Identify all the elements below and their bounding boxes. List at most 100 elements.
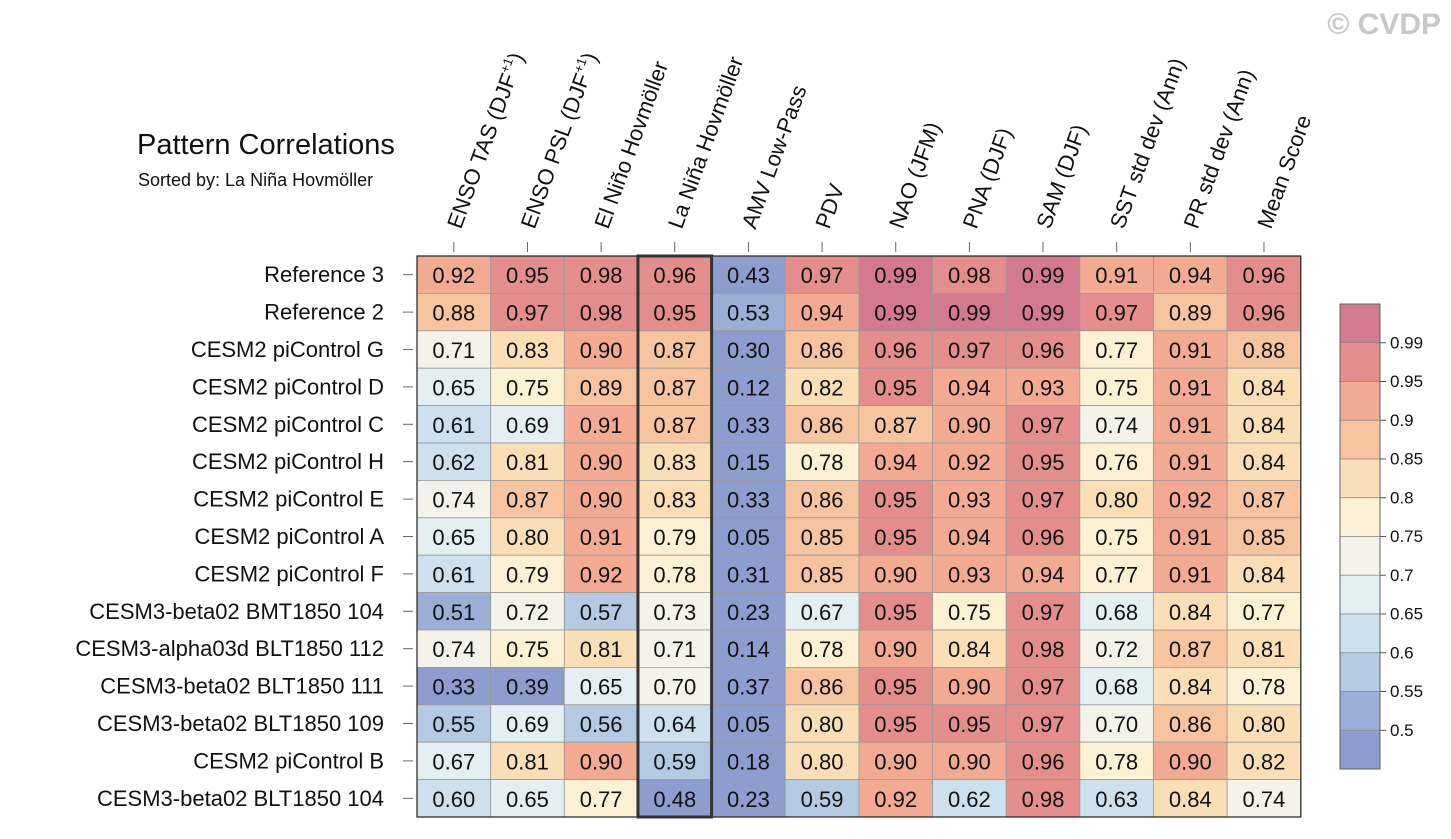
cell-value: 0.72 xyxy=(1095,637,1138,662)
cell-value: 0.92 xyxy=(432,263,475,288)
colorbar-swatch xyxy=(1339,729,1381,770)
heatmap-cell xyxy=(1079,667,1154,706)
heatmap-cell xyxy=(932,779,1007,818)
cell-value: 0.80 xyxy=(801,749,844,774)
cell-value: 0.88 xyxy=(432,301,475,326)
cell-value: 0.95 xyxy=(1022,450,1065,475)
cell-value: 0.43 xyxy=(727,263,770,288)
cell-value: 0.75 xyxy=(948,600,991,625)
cell-value: 0.12 xyxy=(727,375,770,400)
cell-value: 0.83 xyxy=(653,488,696,513)
heatmap-cell xyxy=(1153,367,1228,407)
heatmap-cell xyxy=(711,741,786,781)
cell-value: 0.96 xyxy=(1022,525,1065,550)
column-label: AMV Low-Pass xyxy=(737,82,812,232)
heatmap-cell xyxy=(1153,667,1228,706)
heatmap-cell xyxy=(858,405,933,444)
cell-value: 0.93 xyxy=(948,488,991,513)
cell-value: 0.85 xyxy=(801,562,844,587)
row-label: CESM2 piControl A xyxy=(194,524,384,549)
heatmap-cell xyxy=(637,741,713,781)
cell-value: 0.87 xyxy=(874,413,917,438)
column-label: PDV xyxy=(810,180,849,231)
heatmap-cell xyxy=(1079,517,1154,556)
cell-value: 0.81 xyxy=(506,450,549,475)
cell-value: 0.94 xyxy=(874,450,917,475)
row-label: CESM3-beta02 BLT1850 109 xyxy=(97,711,384,736)
row-label: CESM2 piControl F xyxy=(194,561,384,586)
colorbar-label: 0.6 xyxy=(1390,643,1414,662)
heatmap-cell xyxy=(1226,479,1302,519)
cell-value: 0.78 xyxy=(1243,675,1286,700)
cell-value: 0.87 xyxy=(653,338,696,363)
heatmap-cell xyxy=(784,704,860,743)
cell-value: 0.90 xyxy=(874,749,917,774)
cell-value: 0.98 xyxy=(948,263,991,288)
heatmap-cell xyxy=(416,330,492,369)
heatmap-cell xyxy=(1153,592,1228,631)
heatmap-cell xyxy=(1153,704,1228,743)
heatmap-cell xyxy=(563,554,639,594)
colorbar-swatch xyxy=(1339,574,1381,615)
cell-value: 0.95 xyxy=(874,600,917,625)
cell-value: 0.87 xyxy=(653,375,696,400)
heatmap-values: 0.92 0.95 0.98 0.96 0.43 0.97 0.99 0.98 0.99 0.91… xyxy=(432,263,1285,812)
heatmap-cell xyxy=(1005,554,1081,594)
cell-value: 0.48 xyxy=(653,787,696,812)
cell-value: 0.84 xyxy=(1169,787,1212,812)
heatmap-cell xyxy=(563,667,639,706)
row-label: Reference 2 xyxy=(264,300,384,325)
heatmap-cell xyxy=(490,292,565,332)
cell-value: 0.53 xyxy=(727,301,770,326)
cell-value: 0.90 xyxy=(948,749,991,774)
heatmap-cells xyxy=(416,255,1302,818)
row-label: CESM2 piControl B xyxy=(193,748,384,773)
heatmap-cell xyxy=(784,554,860,594)
cell-value: 0.97 xyxy=(1022,675,1065,700)
cell-value: 0.95 xyxy=(874,712,917,737)
heatmap-cell xyxy=(1005,629,1081,668)
heatmap-cell xyxy=(932,741,1007,781)
cell-value: 0.91 xyxy=(1169,338,1212,363)
heatmap-cell xyxy=(637,330,713,369)
cell-value: 0.61 xyxy=(432,562,475,587)
cell-value: 0.97 xyxy=(1022,600,1065,625)
cell-value: 0.91 xyxy=(1169,525,1212,550)
heatmap-cell xyxy=(1079,704,1154,743)
heatmap-cell xyxy=(1226,330,1302,369)
heatmap-cell xyxy=(784,667,860,706)
cell-value: 0.84 xyxy=(1169,675,1212,700)
cell-value: 0.90 xyxy=(874,562,917,587)
cell-value: 0.78 xyxy=(801,637,844,662)
colorbar-swatch xyxy=(1339,419,1381,460)
cell-value: 0.74 xyxy=(1243,787,1286,812)
column-label: SST std dev (Ann) xyxy=(1105,55,1190,232)
row-label: CESM3-alpha03d BLT1850 112 xyxy=(75,636,384,661)
cell-value: 0.81 xyxy=(580,637,623,662)
heatmap-cell xyxy=(784,442,860,481)
cell-value: 0.30 xyxy=(727,338,770,363)
heatmap-cell xyxy=(784,255,860,294)
heatmap-cell xyxy=(711,704,786,743)
cell-value: 0.98 xyxy=(1022,787,1065,812)
heatmap-cell xyxy=(416,554,492,594)
column-label: PR std dev (Ann) xyxy=(1179,66,1260,232)
heatmap-cell xyxy=(416,255,492,294)
heatmap-cell xyxy=(1226,704,1302,743)
cell-value: 0.84 xyxy=(1243,450,1286,475)
cell-value: 0.94 xyxy=(801,301,844,326)
heatmap-cell xyxy=(563,479,639,519)
heatmap-cell xyxy=(416,517,492,556)
heatmap-cell xyxy=(1153,779,1228,818)
heatmap-cell xyxy=(711,330,786,369)
heatmap-cell xyxy=(1226,592,1302,631)
cell-value: 0.73 xyxy=(653,600,696,625)
cell-value: 0.81 xyxy=(506,749,549,774)
cell-value: 0.05 xyxy=(727,712,770,737)
cell-value: 0.95 xyxy=(874,525,917,550)
cell-value: 0.82 xyxy=(1243,749,1286,774)
heatmap-cell xyxy=(416,442,492,481)
cell-value: 0.80 xyxy=(1243,712,1286,737)
cell-value: 0.77 xyxy=(580,787,623,812)
heatmap-cell xyxy=(490,405,565,444)
